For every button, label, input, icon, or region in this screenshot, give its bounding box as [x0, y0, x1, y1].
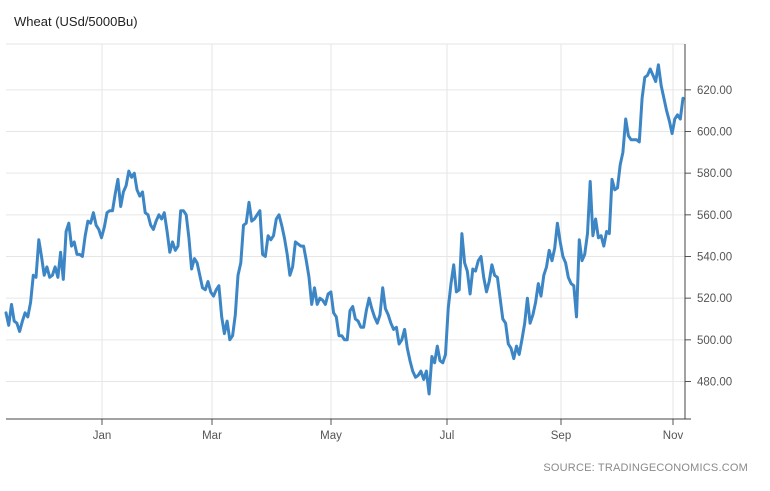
x-tick-label: May — [320, 430, 342, 442]
label-layer: 480.00 500.00 520.00 540.00 560.00 580.00 600.… — [93, 85, 732, 442]
y-tick-label: 540.00 — [697, 252, 732, 264]
x-tick-label: Mar — [202, 430, 222, 442]
x-tick-label: Sep — [551, 430, 571, 442]
chart-title: Wheat (USd/5000Bu) — [14, 14, 138, 29]
y-tick-label: 500.00 — [697, 335, 732, 347]
y-tick-label: 620.00 — [697, 85, 732, 97]
y-tick-label: 520.00 — [697, 293, 732, 305]
grid-layer — [6, 43, 685, 419]
y-tick-label: 480.00 — [697, 377, 732, 389]
y-tick-label: 600.00 — [697, 127, 732, 139]
x-tick-label: Nov — [663, 430, 684, 442]
y-tick-label: 560.00 — [697, 210, 732, 222]
series-layer — [4, 63, 685, 396]
axis-layer — [6, 44, 691, 425]
wheat-price-line — [4, 63, 685, 396]
chart-subtitle: (USd/5000Bu) — [55, 14, 138, 29]
x-tick-label: Jan — [93, 430, 112, 442]
y-tick-label: 580.00 — [697, 168, 732, 180]
source-credit: SOURCE: TRADINGECONOMICS.COM — [543, 462, 748, 474]
x-tick-label: Jul — [440, 430, 455, 442]
chart-title-text: Wheat — [14, 14, 52, 29]
